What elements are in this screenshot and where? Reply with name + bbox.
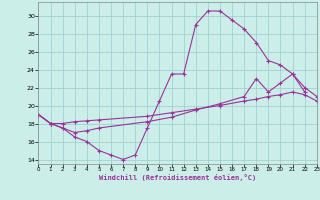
X-axis label: Windchill (Refroidissement éolien,°C): Windchill (Refroidissement éolien,°C): [99, 174, 256, 181]
